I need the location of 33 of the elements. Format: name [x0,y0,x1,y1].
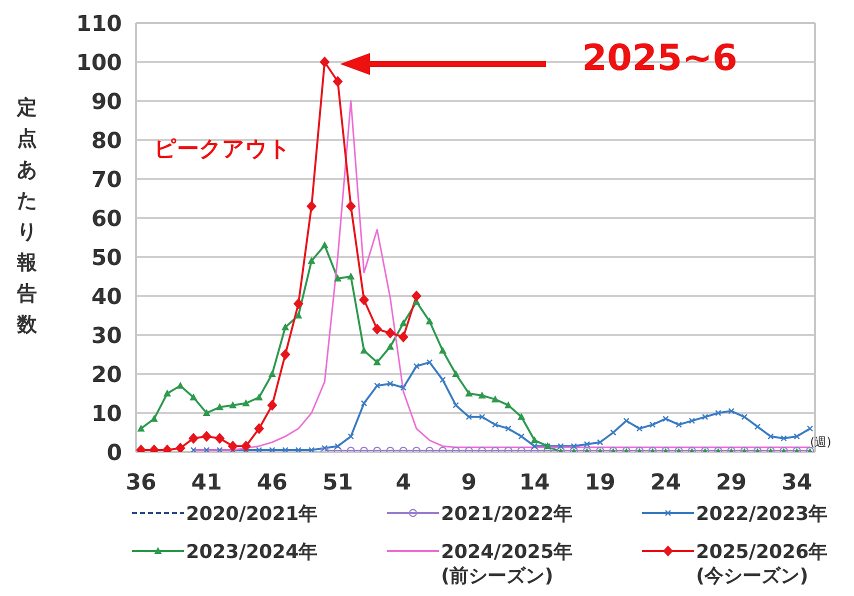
annotation: ピークアウト [154,136,291,164]
y-tick-label: 80 [91,128,122,154]
y-tick-label: 60 [91,206,122,232]
y-tick-label: 20 [91,362,122,388]
y-axis-title: 定点あたり報告数 [16,94,38,338]
y-tick-label: 70 [91,168,122,193]
annotation: 2025~6 [582,38,738,79]
legend-label: 2022/2023年 [696,502,828,526]
y-tick-label: 30 [91,324,122,349]
x-tick-label: 41 [191,470,222,496]
y-tick-label: 10 [91,402,122,427]
x-tick-label: 19 [584,470,616,496]
y-tick-label: 40 [91,284,122,310]
legend-label: 2021/2022年 [441,502,573,526]
x-tick-label: 46 [256,470,288,496]
legend-label: 2020/2021年 [186,502,318,526]
y-tick-label: 100 [76,50,122,76]
x-tick-label: 4 [396,470,412,496]
x-tick-label: 14 [519,470,550,496]
legend-label: 2025/2026年 (今シーズン) [696,540,828,588]
y-tick-label: 50 [91,246,122,271]
legend-label: 2023/2024年 [186,540,318,564]
x-tick-label: 34 [782,470,812,496]
x-tick-label: 51 [322,470,354,496]
y-tick-label: 110 [76,12,122,37]
x-axis-title: (週) [810,434,832,451]
x-tick-label: 36 [126,470,156,496]
y-tick-label: 0 [106,440,122,466]
x-tick-label: 24 [650,470,682,496]
y-tick-label: 90 [91,90,122,115]
x-tick-label: 9 [461,470,477,496]
x-tick-label: 29 [716,470,747,496]
legend-label: 2024/2025年 (前シーズン) [441,540,573,588]
